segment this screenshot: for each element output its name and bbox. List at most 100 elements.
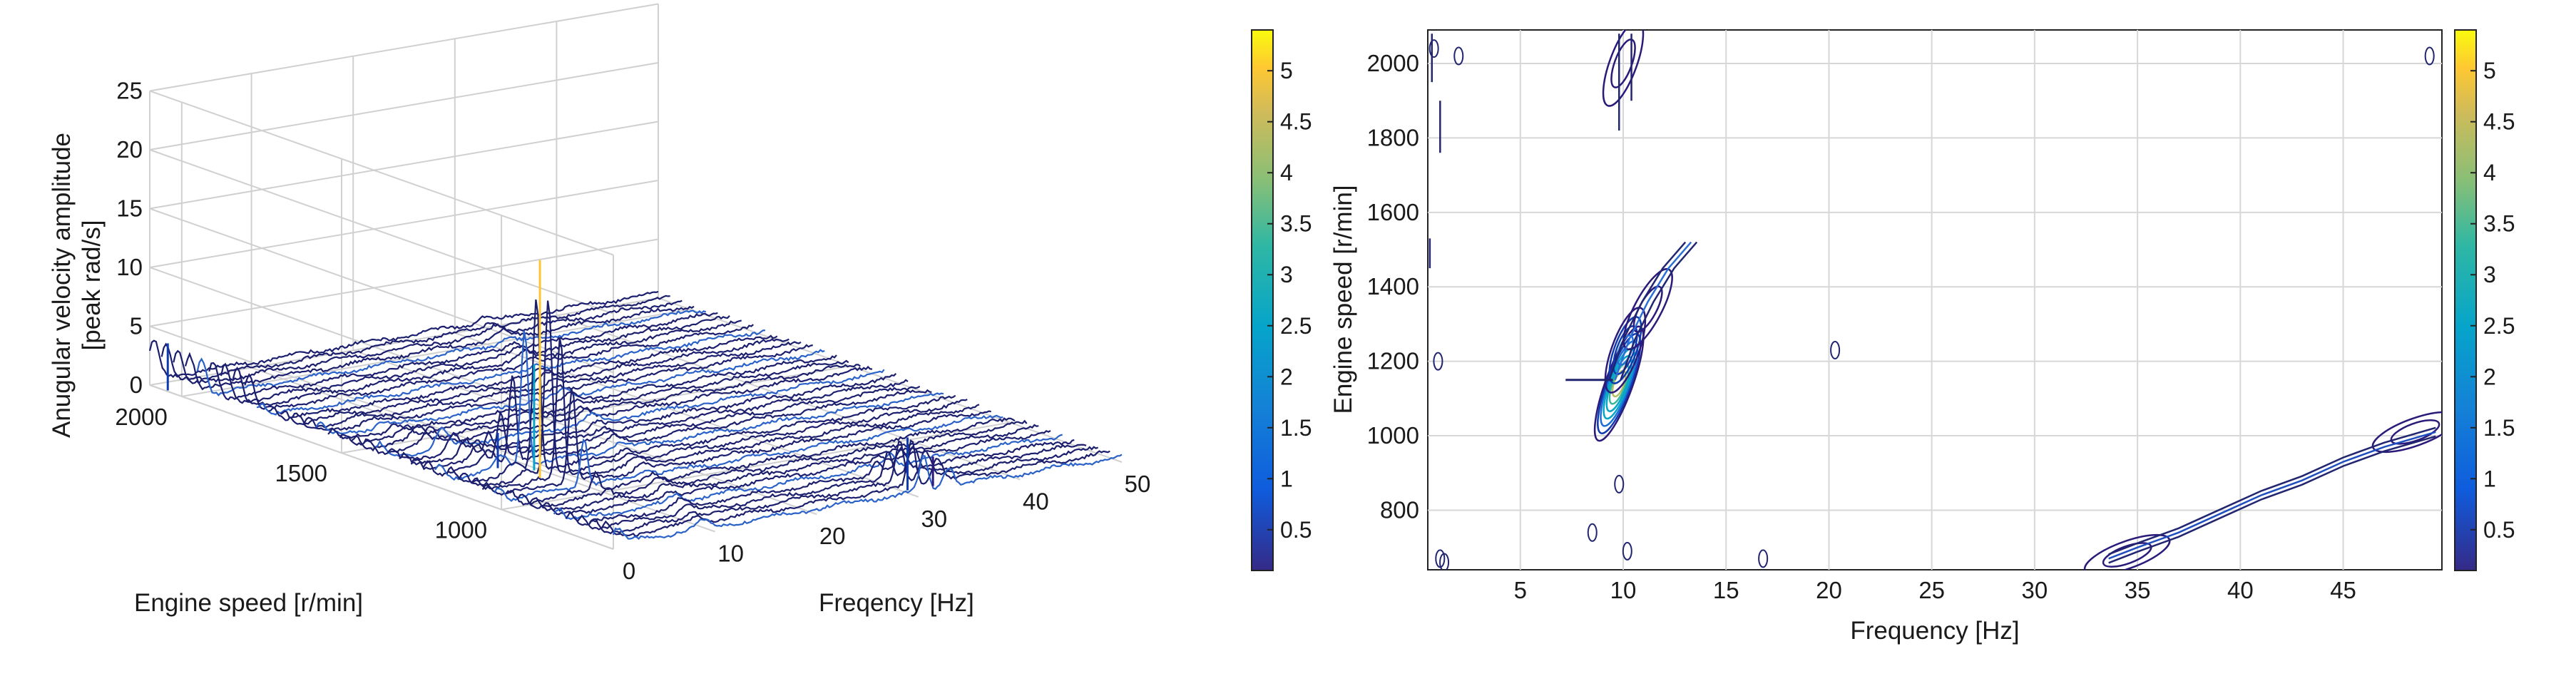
x-tick-label-right: 25: [1918, 577, 1945, 603]
waterfall-line: [387, 373, 897, 461]
y-axis-label-right: Engine speed [r/min]: [1329, 185, 1357, 414]
waterfall-line: [184, 305, 695, 391]
grid-line: [149, 238, 659, 327]
z-axis-label-line1: Anugular velocity amplitude: [48, 133, 76, 438]
waterfall-line: [470, 337, 980, 491]
colorbar-tick-label: 2: [1280, 364, 1293, 389]
waterfall-line: [303, 344, 813, 431]
x-tick-label-right: 30: [2022, 577, 2048, 603]
x-tick-label: 40: [1023, 488, 1049, 514]
waterfall-line: [220, 315, 730, 404]
z-tick-label: 5: [130, 313, 143, 339]
colorbar-tick-label: 1: [1280, 466, 1293, 491]
z-tick-label: 20: [116, 136, 143, 163]
contour-ring: [1758, 549, 1769, 568]
contour-ring: [2424, 46, 2435, 66]
waterfall-grid: [149, 3, 1123, 550]
x-tick-label-right: 5: [1514, 577, 1527, 603]
colorbar-tick-label: 4: [1280, 160, 1293, 185]
colorbar-tick-label: 4: [2483, 160, 2496, 185]
y-tick-label-right: 1600: [1367, 199, 1419, 225]
waterfall-line: [612, 454, 1123, 541]
contour-ring: [1453, 46, 1464, 66]
contour-ring: [1428, 39, 1439, 58]
waterfall-line: [232, 319, 742, 406]
contour-ring: [1830, 340, 1841, 359]
waterfall-line: [208, 312, 718, 401]
x-tick-label: 10: [717, 541, 744, 567]
colorbar-tick-label: 1: [2483, 466, 2496, 491]
colorbar-right: [2454, 29, 2477, 571]
waterfall-line: [553, 434, 1063, 521]
colorbar-tick-label: 5: [2483, 58, 2496, 83]
z-tick-label: 0: [130, 372, 143, 398]
x-tick-label-right: 15: [1713, 577, 1739, 603]
x-tick-label: 50: [1125, 471, 1151, 497]
contour-band: [1614, 241, 1692, 381]
waterfall-line: [446, 299, 956, 484]
colorbar-left-ticks: 0.5 1 1.5 2 2.5 3 3.5 4 4.5 5: [1267, 58, 1312, 543]
waterfall-line: [458, 300, 968, 486]
colorbar-tick-label: 3.5: [2483, 211, 2515, 237]
waterfall-line: [327, 354, 837, 440]
y-axis-label: Engine speed [r/min]: [134, 589, 363, 617]
y-tick-label: 2000: [115, 404, 167, 430]
z-tick-label: 25: [116, 78, 143, 104]
z-axis-label-line2: [peak rad/s]: [78, 220, 106, 351]
colorbar-tick-label: 3: [2483, 262, 2496, 287]
waterfall-peaks: [166, 260, 934, 491]
waterfall-line: [173, 300, 683, 385]
colorbar-tick-label: 5: [1280, 58, 1293, 83]
waterfall-line: [351, 364, 861, 452]
contour-band: [1620, 241, 1698, 381]
y-tick-label-right: 1400: [1367, 273, 1419, 300]
grid-line: [149, 121, 659, 210]
colorbar-tick-label: 1.5: [1280, 415, 1312, 441]
y-tick-label-right: 1000: [1367, 422, 1419, 449]
contour-ring: [1614, 474, 1625, 493]
grid-line: [658, 297, 1123, 463]
waterfall-lines: [148, 290, 1123, 541]
waterfall-line: [481, 389, 991, 496]
x-axis-ticks-right: 5 10 15 20 25 30 35 40 45: [1514, 577, 2356, 603]
colorbar-tick-label: 2.5: [2483, 313, 2515, 339]
contour-lines: [1428, 30, 2442, 570]
waterfall-line: [577, 444, 1087, 531]
y-tick-label-right: 1800: [1367, 124, 1419, 150]
colorbar-left: [1251, 29, 1274, 571]
x-tick-label-right: 35: [2125, 577, 2151, 603]
colorbar-tick-label: 4.5: [1280, 109, 1312, 135]
waterfall-line: [148, 290, 659, 379]
waterfall-line: [160, 295, 670, 381]
colorbar-tick-label: 0.5: [2483, 517, 2515, 543]
colorbar-right-ticks: 0.5 1 1.5 2 2.5 3 3.5 4 4.5 5: [2470, 58, 2515, 543]
grid-line: [341, 365, 851, 454]
colorbar-tick-label: 2.5: [1280, 313, 1312, 339]
waterfall-line: [506, 417, 1016, 506]
waterfall-line: [565, 439, 1075, 526]
x-tick-label: 20: [819, 523, 846, 549]
x-tick-label-right: 20: [1816, 577, 1842, 603]
contour-ring: [1439, 553, 1450, 570]
waterfall-line: [600, 439, 1110, 537]
grid-line: [149, 149, 614, 314]
y-tick-label: 1500: [275, 460, 327, 486]
waterfall-line: [268, 334, 778, 421]
waterfall-line: [529, 424, 1039, 512]
contour-ring: [1587, 523, 1598, 542]
colorbar-tick-label: 0.5: [1280, 517, 1312, 543]
x-tick-label-right: 45: [2330, 577, 2356, 603]
colorbar-tick-label: 1.5: [2483, 415, 2515, 441]
waterfall-line: [541, 429, 1051, 516]
colorbar-tick-label: 3.5: [1280, 211, 1312, 237]
grid-line: [149, 180, 659, 268]
waterfall-line: [422, 375, 932, 477]
waterfall-line: [517, 419, 1028, 509]
y-axis-ticks-right: 800 1000 1200 1400 1600 1800 2000: [1367, 50, 1419, 523]
colorbar-tick-label: 3: [1280, 262, 1293, 287]
contour-grid: [1428, 30, 2442, 570]
x-tick-label: 0: [623, 558, 635, 584]
waterfall-line: [588, 440, 1099, 535]
